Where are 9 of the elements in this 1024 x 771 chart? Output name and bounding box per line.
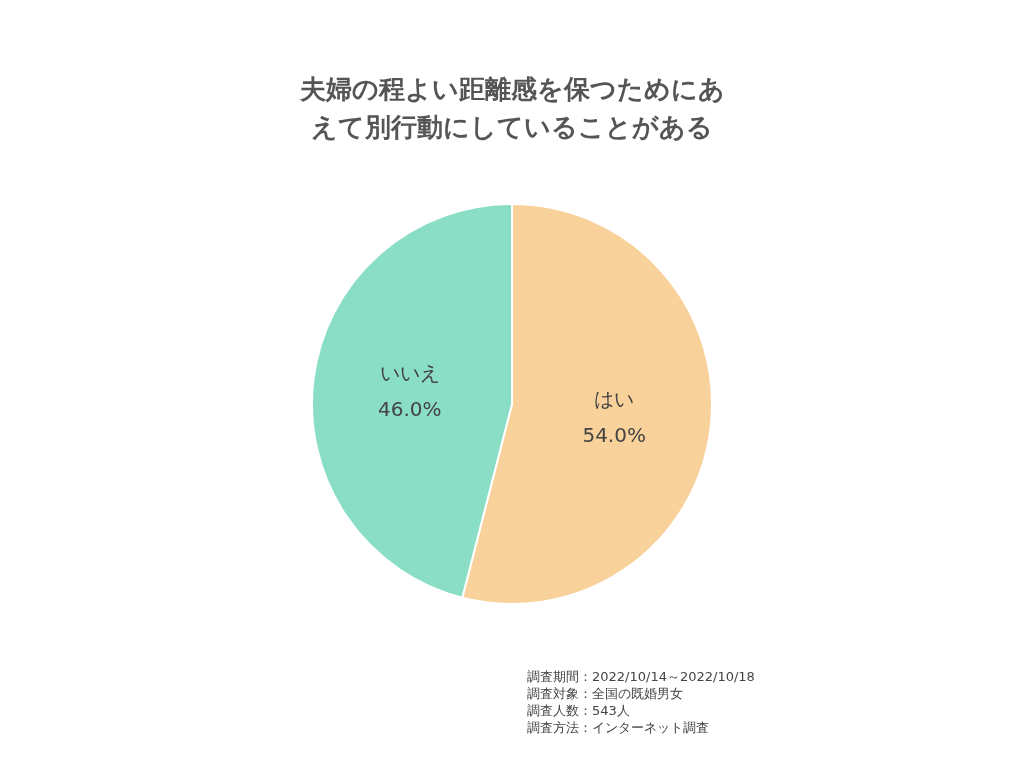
data-label: 54.0%: [582, 422, 646, 447]
text: 調査対象：全国の既婚男女: [527, 685, 684, 702]
slice-label: いいえ: [379, 361, 440, 386]
text: 調査期間：2022/10/14～2022/10/18: [527, 668, 755, 685]
slice-label: はい: [594, 386, 635, 411]
chart-title: 夫婦の程よい距離感を保つためにあえて別行動にしていることがある: [298, 73, 726, 144]
text: 調査人数：543人: [527, 702, 631, 719]
data-label: 46.0%: [378, 397, 442, 422]
text: 調査方法：インターネット調査: [527, 719, 710, 736]
